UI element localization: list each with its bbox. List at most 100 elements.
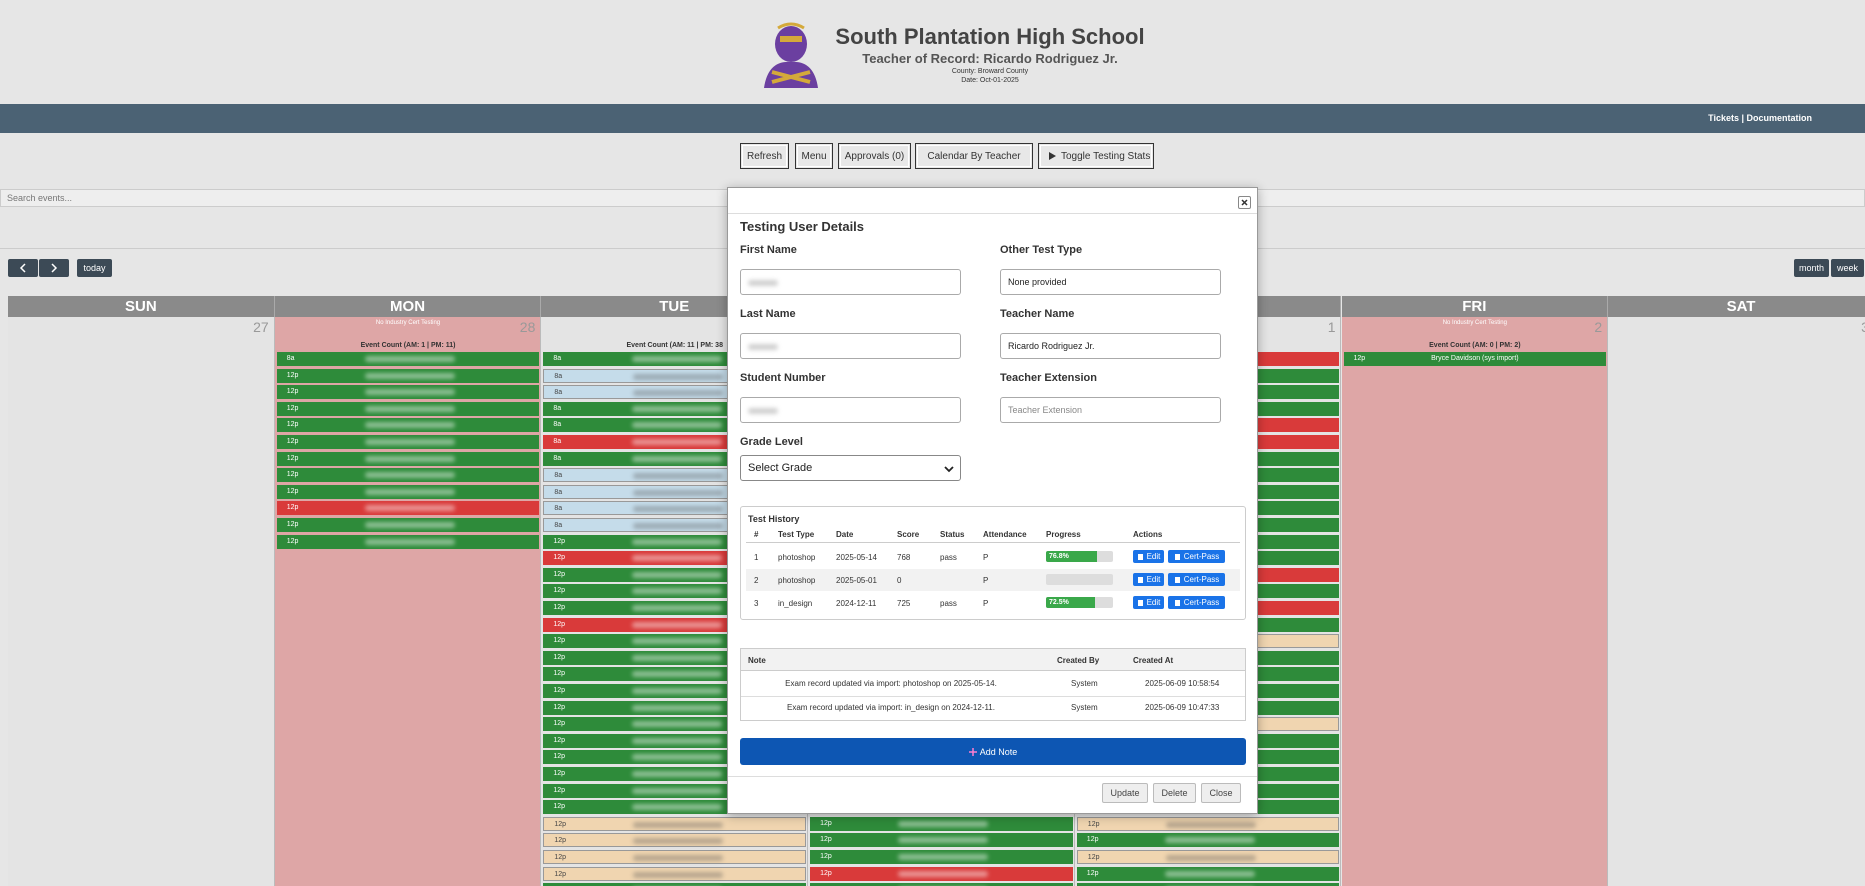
calendar-event[interactable]: 12p [810,883,1073,886]
event-name-blurred [365,538,456,545]
toolbar-button[interactable]: Menu [795,143,833,169]
nav-bar [0,104,1865,133]
event-name-blurred [631,787,722,794]
calendar-event[interactable]: 12p [543,850,807,864]
grade-label: Grade Level [740,436,803,448]
calendar-event[interactable]: 12p [276,518,540,532]
calendar-event[interactable]: 12p [276,451,540,466]
event-time: 12p [554,820,567,828]
toolbar-button[interactable]: Toggle Testing Stats [1038,143,1154,169]
calendar-event[interactable]: 12p [276,501,540,516]
cell: pass [940,553,957,562]
toolbar-button[interactable]: Calendar By Teacher [915,143,1033,169]
event-name-blurred [632,390,723,397]
footer-button[interactable]: Update [1102,783,1148,803]
calendar-event[interactable]: 12p [543,866,807,881]
event-name-blurred [1165,870,1256,877]
calendar-event[interactable]: 12p [276,534,540,549]
calendar-event[interactable]: 12p Bryce Davidson (sys import) [1343,352,1607,366]
cell: 768 [897,553,911,562]
event-time: 8a [553,438,562,445]
calendar-event[interactable]: 12p [1076,850,1340,864]
calendar-event[interactable]: 12p [810,850,1073,864]
event-count: Event Count (AM: 11 | PM: 38 [626,342,723,349]
column-header: Actions [1133,530,1163,539]
field-input[interactable] [740,397,961,423]
field-input[interactable] [740,333,961,359]
calendar-event[interactable]: 12p [276,484,540,499]
note-created-at: 2025-06-09 10:58:54 [1145,679,1220,688]
field-input[interactable]: Ricardo Rodriguez Jr. [1000,333,1221,359]
action-icon [1137,553,1145,561]
toolbar-button[interactable]: Approvals (0) [838,143,911,169]
event-name-blurred [632,523,723,529]
action-label: Edit [1146,552,1161,561]
calendar-event[interactable]: 12p [1076,883,1340,886]
event-name-blurred [898,820,989,827]
event-name-blurred [631,804,722,811]
grade-select[interactable]: Select Grade [740,455,961,481]
calendar-event[interactable]: 12p [1076,816,1340,831]
action-button[interactable]: Cert-Pass [1168,550,1225,563]
nav-links[interactable]: Tickets | Documentation [1708,113,1812,123]
event-time: 12p [286,504,299,512]
action-label: Cert-Pass [1183,552,1220,561]
footer-button[interactable]: Delete [1153,783,1196,803]
event-time: 12p [554,837,567,845]
calendar-event[interactable]: 12p [810,816,1073,831]
add-note-button[interactable]: Add Note [740,738,1246,765]
event-name-blurred [631,754,722,761]
event-name-blurred [631,439,722,445]
calendar-event[interactable]: 12p [543,883,807,886]
note-text: Exam record updated via import: in_desig… [787,703,995,712]
day-number: 1 [1327,319,1336,335]
event-time: 12p [553,653,566,661]
calendar-event[interactable]: 12p [810,833,1073,848]
play-icon [1049,152,1061,160]
event-name-blurred [632,373,723,380]
column-header: Note [748,656,766,665]
event-time: 12p [553,736,566,744]
calendar-event[interactable]: 8a [276,352,540,366]
view-button[interactable]: week [1831,259,1864,277]
cell: 0 [897,576,902,585]
event-time: 8a [553,404,562,412]
calendar-event[interactable]: 12p [276,435,540,449]
calendar-event[interactable]: 12p [276,418,540,433]
calendar-event[interactable]: 12p [543,833,807,848]
calendar-event[interactable]: 12p [276,401,540,416]
calendar-event[interactable]: 12p [276,468,540,483]
field-input[interactable]: Teacher Extension [1000,397,1221,423]
footer-button[interactable]: Close [1201,783,1241,803]
field-value: None provided [1008,277,1067,287]
calendar-event[interactable]: 12p [1076,866,1340,881]
view-button[interactable]: month [1794,259,1829,277]
today-button[interactable]: today [77,259,112,277]
calendar-event[interactable]: 12p [276,368,540,383]
calendar-event[interactable]: 12p [543,816,807,831]
event-name-blurred [365,455,456,462]
action-button[interactable]: Edit [1133,596,1164,609]
event-name-blurred [365,488,456,495]
calendar-event[interactable]: 12p [810,866,1073,881]
action-button[interactable]: Cert-Pass [1168,573,1225,586]
event-name-blurred [631,638,722,645]
action-label: Edit [1146,575,1161,584]
header-line [746,542,1240,543]
logo-art [764,22,818,88]
field-input[interactable]: None provided [1000,269,1221,295]
event-time: 12p [1086,869,1099,877]
toolbar-button[interactable]: Refresh [740,143,789,169]
calendar-event[interactable]: 12p [276,385,540,400]
calendar-event[interactable]: 12p [1076,833,1340,848]
event-name-blurred [365,356,456,362]
event-time: 8a [554,372,563,380]
action-button[interactable]: Edit [1133,550,1164,563]
action-button[interactable]: Edit [1133,573,1164,586]
event-time: 12p [286,371,299,379]
event-name-blurred [631,771,722,777]
action-button[interactable]: Cert-Pass [1168,596,1225,609]
event-time: 8a [554,488,563,496]
close-icon[interactable] [1238,196,1251,209]
field-input[interactable] [740,269,961,295]
